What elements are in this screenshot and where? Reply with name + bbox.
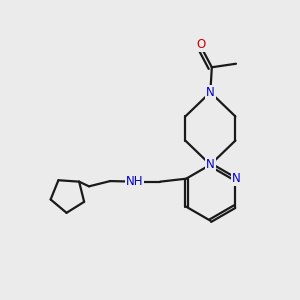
Text: N: N: [206, 86, 215, 99]
Text: N: N: [232, 172, 240, 185]
Text: O: O: [196, 38, 205, 51]
Text: NH: NH: [126, 175, 143, 188]
Text: N: N: [206, 158, 215, 171]
